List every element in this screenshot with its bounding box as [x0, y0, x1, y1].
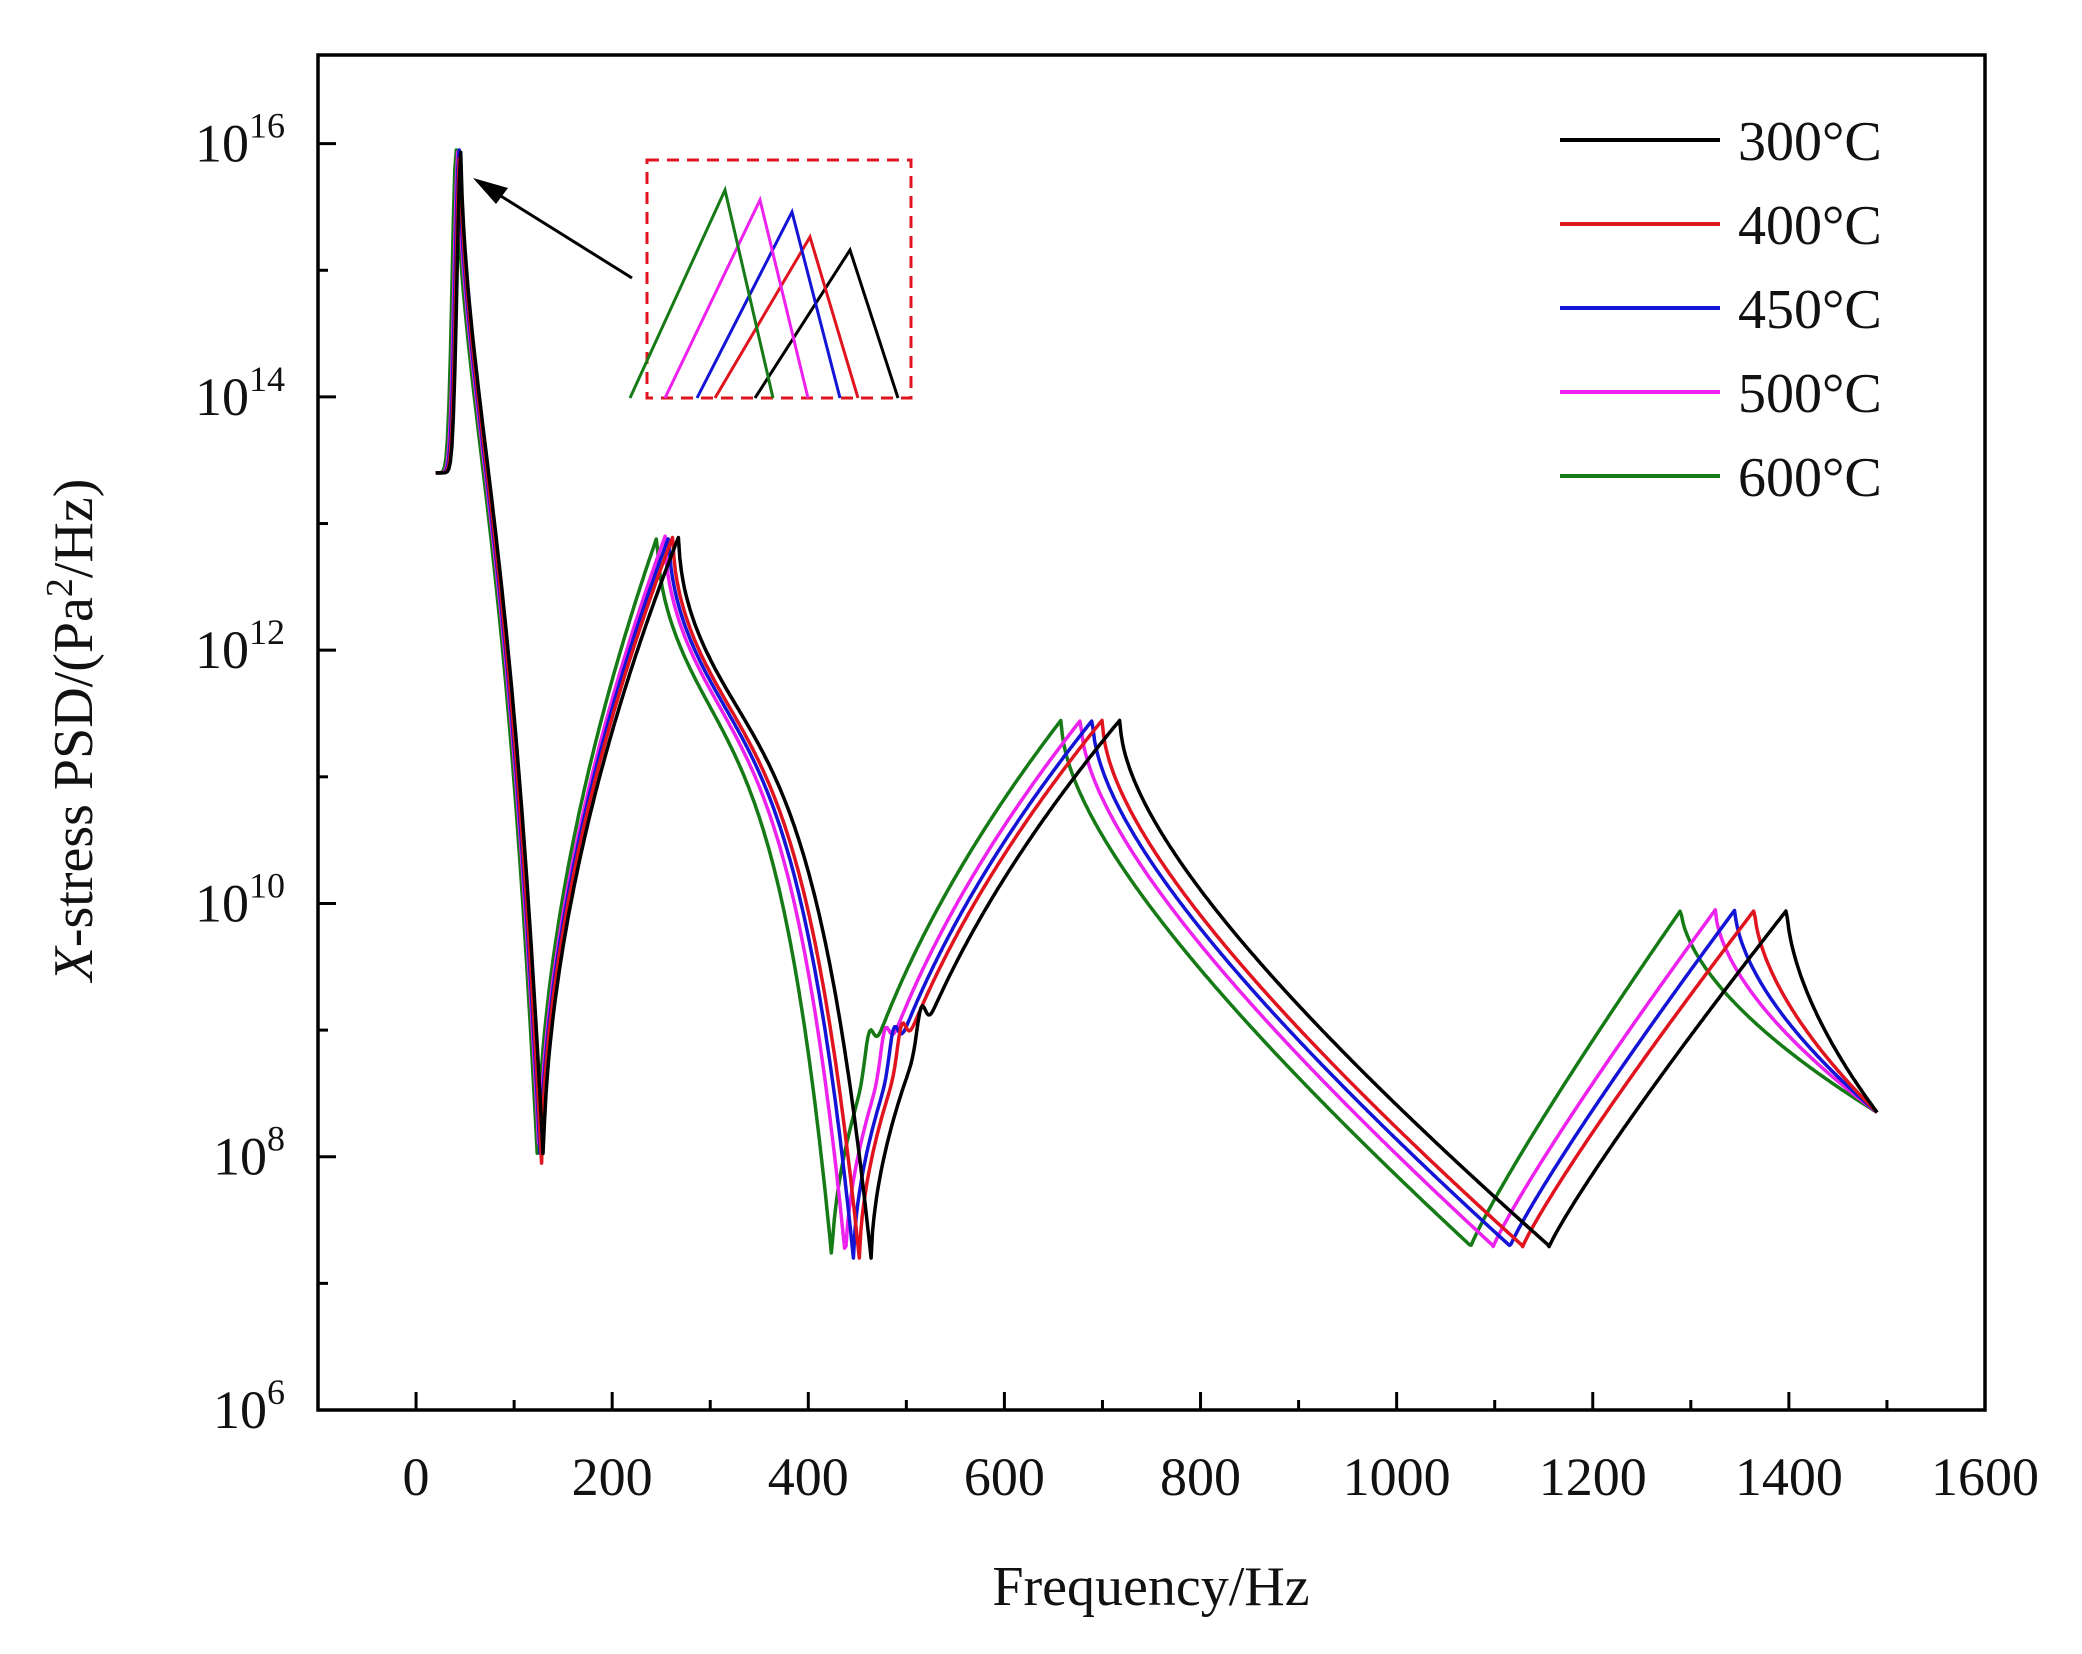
legend-label: 400°C [1738, 195, 1882, 257]
legend-label: 450°C [1738, 279, 1882, 341]
legend: 300°C 400°C 450°C 500°C 600°C [1560, 111, 1882, 509]
y-tick-base: 10 [195, 873, 249, 933]
x-tick-label: 1400 [1735, 1447, 1843, 1507]
x-tick-label: 1200 [1539, 1447, 1647, 1507]
y-tick-exp: 10 [249, 865, 285, 905]
y-axis-tail: /Hz) [43, 479, 105, 579]
legend-label: 500°C [1738, 363, 1882, 425]
y-tick-label: 1012 [195, 612, 285, 680]
y-tick-exp: 8 [267, 1119, 285, 1159]
inset-lines [628, 185, 900, 399]
x-tick-label: 200 [572, 1447, 653, 1507]
x-tick-label: 400 [768, 1447, 849, 1507]
zoom-inset [628, 158, 913, 400]
arrow-shaft [487, 186, 633, 280]
series-line [435, 148, 1879, 1260]
series-line [435, 148, 1879, 1255]
y-axis-var: X [43, 944, 105, 983]
y-tick-base: 10 [195, 114, 249, 174]
y-axis-title: X-stress PSD/(Pa2/Hz) [39, 479, 105, 984]
x-tick-label: 600 [964, 1447, 1045, 1507]
x-tick-label: 1600 [1931, 1447, 2039, 1507]
y-tick-exp: 16 [249, 106, 285, 146]
inset-line [753, 246, 900, 399]
x-axis-title: Frequency/Hz [992, 1556, 1309, 1618]
inset-line [695, 207, 842, 399]
y-tick-exp: 14 [249, 359, 285, 399]
y-tick-label: 1016 [195, 106, 285, 174]
y-axis-text: -stress PSD/(Pa [43, 597, 105, 947]
y-tick-base: 10 [213, 1380, 267, 1440]
series-lines [435, 148, 1879, 1260]
y-tick-exp: 12 [249, 612, 285, 652]
y-tick-label: 1014 [195, 359, 285, 427]
y-tick-label: 108 [213, 1119, 285, 1187]
y-tick-label: 1010 [195, 865, 285, 933]
inset-line [663, 195, 810, 399]
inset-arrow [473, 178, 633, 280]
legend-label: 600°C [1738, 447, 1882, 509]
series-line [435, 150, 1879, 1260]
y-tick-base: 10 [195, 620, 249, 680]
y-tick-exp: 6 [267, 1372, 285, 1412]
x-tick-label: 800 [1160, 1447, 1241, 1507]
inset-line [628, 185, 775, 399]
tick-marks [316, 142, 1987, 1412]
series-line [435, 157, 1879, 1260]
legend-label: 300°C [1738, 111, 1882, 173]
x-tick-labels: 0 200 400 600 800 1000 1200 1400 1600 [403, 1447, 2039, 1507]
y-tick-base: 10 [195, 367, 249, 427]
inset-frame [645, 158, 913, 400]
y-axis-sup: 2 [39, 578, 81, 597]
inset-line [713, 233, 860, 399]
x-tick-label: 1000 [1343, 1447, 1451, 1507]
arrow-head-icon [473, 178, 508, 204]
series-line [435, 150, 1879, 1250]
plot-frame [316, 53, 1987, 1412]
y-tick-label: 106 [213, 1372, 285, 1440]
x-tick-label: 0 [403, 1447, 430, 1507]
y-tick-base: 10 [213, 1127, 267, 1187]
